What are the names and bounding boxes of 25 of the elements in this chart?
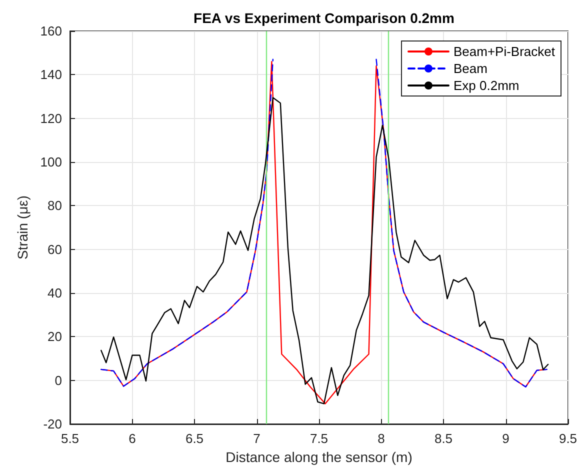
x-tick-label: 9.5 [558,431,578,446]
legend-label: Exp 0.2mm [453,78,520,93]
chart-title: FEA vs Experiment Comparison 0.2mm [194,10,454,26]
x-tick-label: 8 [378,431,385,446]
x-tick-label: 5.5 [60,431,80,446]
y-tick-label: 40 [48,286,62,300]
y-tick-label: -20 [43,416,62,432]
x-tick-label: 9 [502,431,510,446]
legend-label: Beam [453,61,488,76]
y-tick-label: 20 [48,329,62,344]
x-tick-label: 6 [128,431,136,446]
x-tick-label: 6.5 [185,431,204,446]
x-tick-label: 7 [253,431,260,446]
y-tick-label: 60 [48,242,62,257]
y-tick-label: 160 [40,24,62,38]
y-tick-label: 80 [48,198,62,214]
y-tick-label: 120 [40,110,62,126]
y-tick-label: 0 [54,372,62,388]
x-tick-label: 8.5 [434,431,453,446]
x-axis-title: Distance along the sensor (m) [226,449,412,465]
y-axis-title: Strain (με) [14,195,30,260]
y-tick-label: 140 [40,67,62,82]
legend-label: Beam+Pi-Bracket [453,44,556,59]
y-tick-label: 100 [40,154,62,170]
x-tick-label: 7.5 [310,431,328,446]
